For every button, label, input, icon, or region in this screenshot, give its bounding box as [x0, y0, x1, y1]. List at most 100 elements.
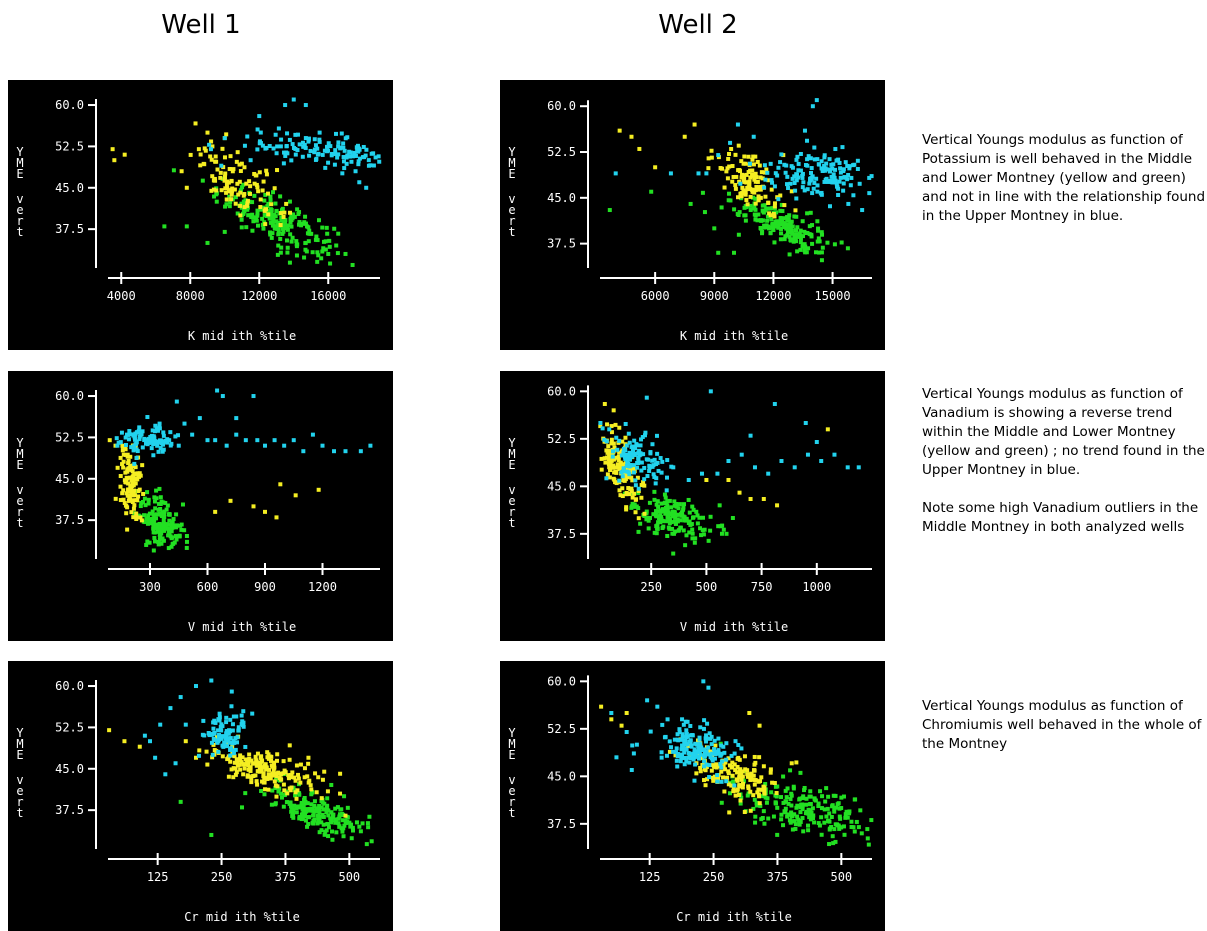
- data-point: [613, 480, 618, 485]
- data-point: [762, 203, 767, 208]
- data-point: [294, 242, 299, 247]
- x-tick-label: 125: [639, 870, 661, 884]
- data-point: [716, 524, 721, 529]
- data-point: [727, 191, 732, 196]
- data-point: [646, 457, 651, 462]
- data-point: [682, 762, 687, 767]
- data-point: [782, 203, 787, 208]
- data-point: [228, 498, 233, 503]
- data-point: [766, 178, 771, 183]
- data-point: [753, 820, 758, 825]
- data-point: [665, 717, 670, 722]
- data-point: [183, 739, 188, 744]
- data-point: [795, 225, 800, 230]
- data-point: [607, 475, 612, 480]
- y-tick-label: 37.5: [547, 817, 576, 831]
- data-point: [262, 208, 267, 213]
- data-point: [266, 767, 271, 772]
- data-point: [779, 795, 784, 800]
- data-point: [273, 783, 278, 788]
- data-point: [248, 768, 253, 773]
- data-point: [265, 750, 270, 755]
- data-point: [272, 763, 277, 768]
- data-point: [786, 186, 791, 191]
- data-point: [332, 162, 337, 167]
- data-point: [758, 226, 763, 231]
- data-point: [168, 430, 173, 435]
- data-point: [704, 478, 709, 482]
- data-point: [339, 826, 344, 831]
- data-point: [328, 144, 333, 149]
- data-point: [781, 774, 786, 779]
- data-point: [307, 231, 312, 236]
- data-point: [242, 165, 247, 170]
- data-point: [125, 505, 130, 510]
- data-point: [315, 259, 320, 264]
- data-point: [178, 695, 183, 700]
- data-point: [798, 228, 803, 233]
- data-point: [827, 157, 832, 162]
- data-point: [756, 198, 761, 203]
- data-point: [241, 182, 246, 187]
- data-point: [364, 842, 369, 847]
- data-point: [275, 752, 280, 757]
- data-point: [758, 175, 763, 180]
- data-point: [340, 829, 345, 834]
- data-point: [647, 463, 652, 468]
- data-point: [131, 483, 136, 488]
- data-point: [789, 230, 794, 235]
- data-point: [757, 723, 762, 728]
- data-point: [123, 442, 128, 447]
- data-point: [753, 212, 758, 217]
- data-point: [301, 804, 306, 809]
- data-point: [141, 491, 146, 496]
- data-point: [765, 218, 770, 223]
- data-point: [703, 783, 708, 788]
- data-point: [602, 402, 607, 406]
- data-point: [229, 767, 234, 772]
- data-point: [376, 154, 381, 159]
- data-point: [745, 793, 750, 798]
- data-point: [794, 172, 799, 177]
- data-point: [326, 251, 331, 256]
- data-point: [296, 222, 301, 227]
- data-point: [120, 491, 125, 496]
- data-point: [627, 492, 632, 497]
- data-point: [681, 514, 686, 519]
- data-point: [617, 425, 622, 430]
- data-point: [686, 755, 691, 760]
- data-point: [301, 449, 306, 454]
- data-point: [329, 820, 334, 825]
- data-point: [660, 722, 665, 727]
- data-point: [708, 755, 713, 760]
- data-point: [822, 179, 827, 184]
- data-point: [249, 758, 254, 763]
- data-point: [247, 756, 252, 761]
- data-point: [131, 473, 136, 478]
- data-point: [605, 450, 610, 455]
- data-point: [137, 434, 142, 439]
- data-point: [713, 777, 718, 782]
- data-point: [742, 179, 747, 184]
- data-point: [744, 172, 749, 177]
- data-point: [655, 499, 660, 504]
- data-point: [216, 749, 221, 754]
- data-point: [316, 253, 321, 258]
- data-point: [778, 160, 783, 165]
- data-point: [788, 797, 793, 802]
- data-point: [682, 746, 687, 751]
- data-point: [631, 463, 636, 468]
- data-point: [671, 551, 676, 556]
- data-point: [263, 222, 268, 227]
- data-point: [779, 152, 784, 157]
- data-point: [798, 810, 803, 815]
- data-point: [230, 169, 235, 174]
- data-point: [833, 178, 838, 183]
- data-point: [184, 533, 189, 538]
- data-point: [125, 452, 130, 457]
- data-point: [231, 714, 236, 719]
- data-point: [157, 521, 162, 526]
- data-point: [263, 443, 267, 448]
- data-point: [280, 231, 285, 236]
- data-point: [836, 186, 841, 191]
